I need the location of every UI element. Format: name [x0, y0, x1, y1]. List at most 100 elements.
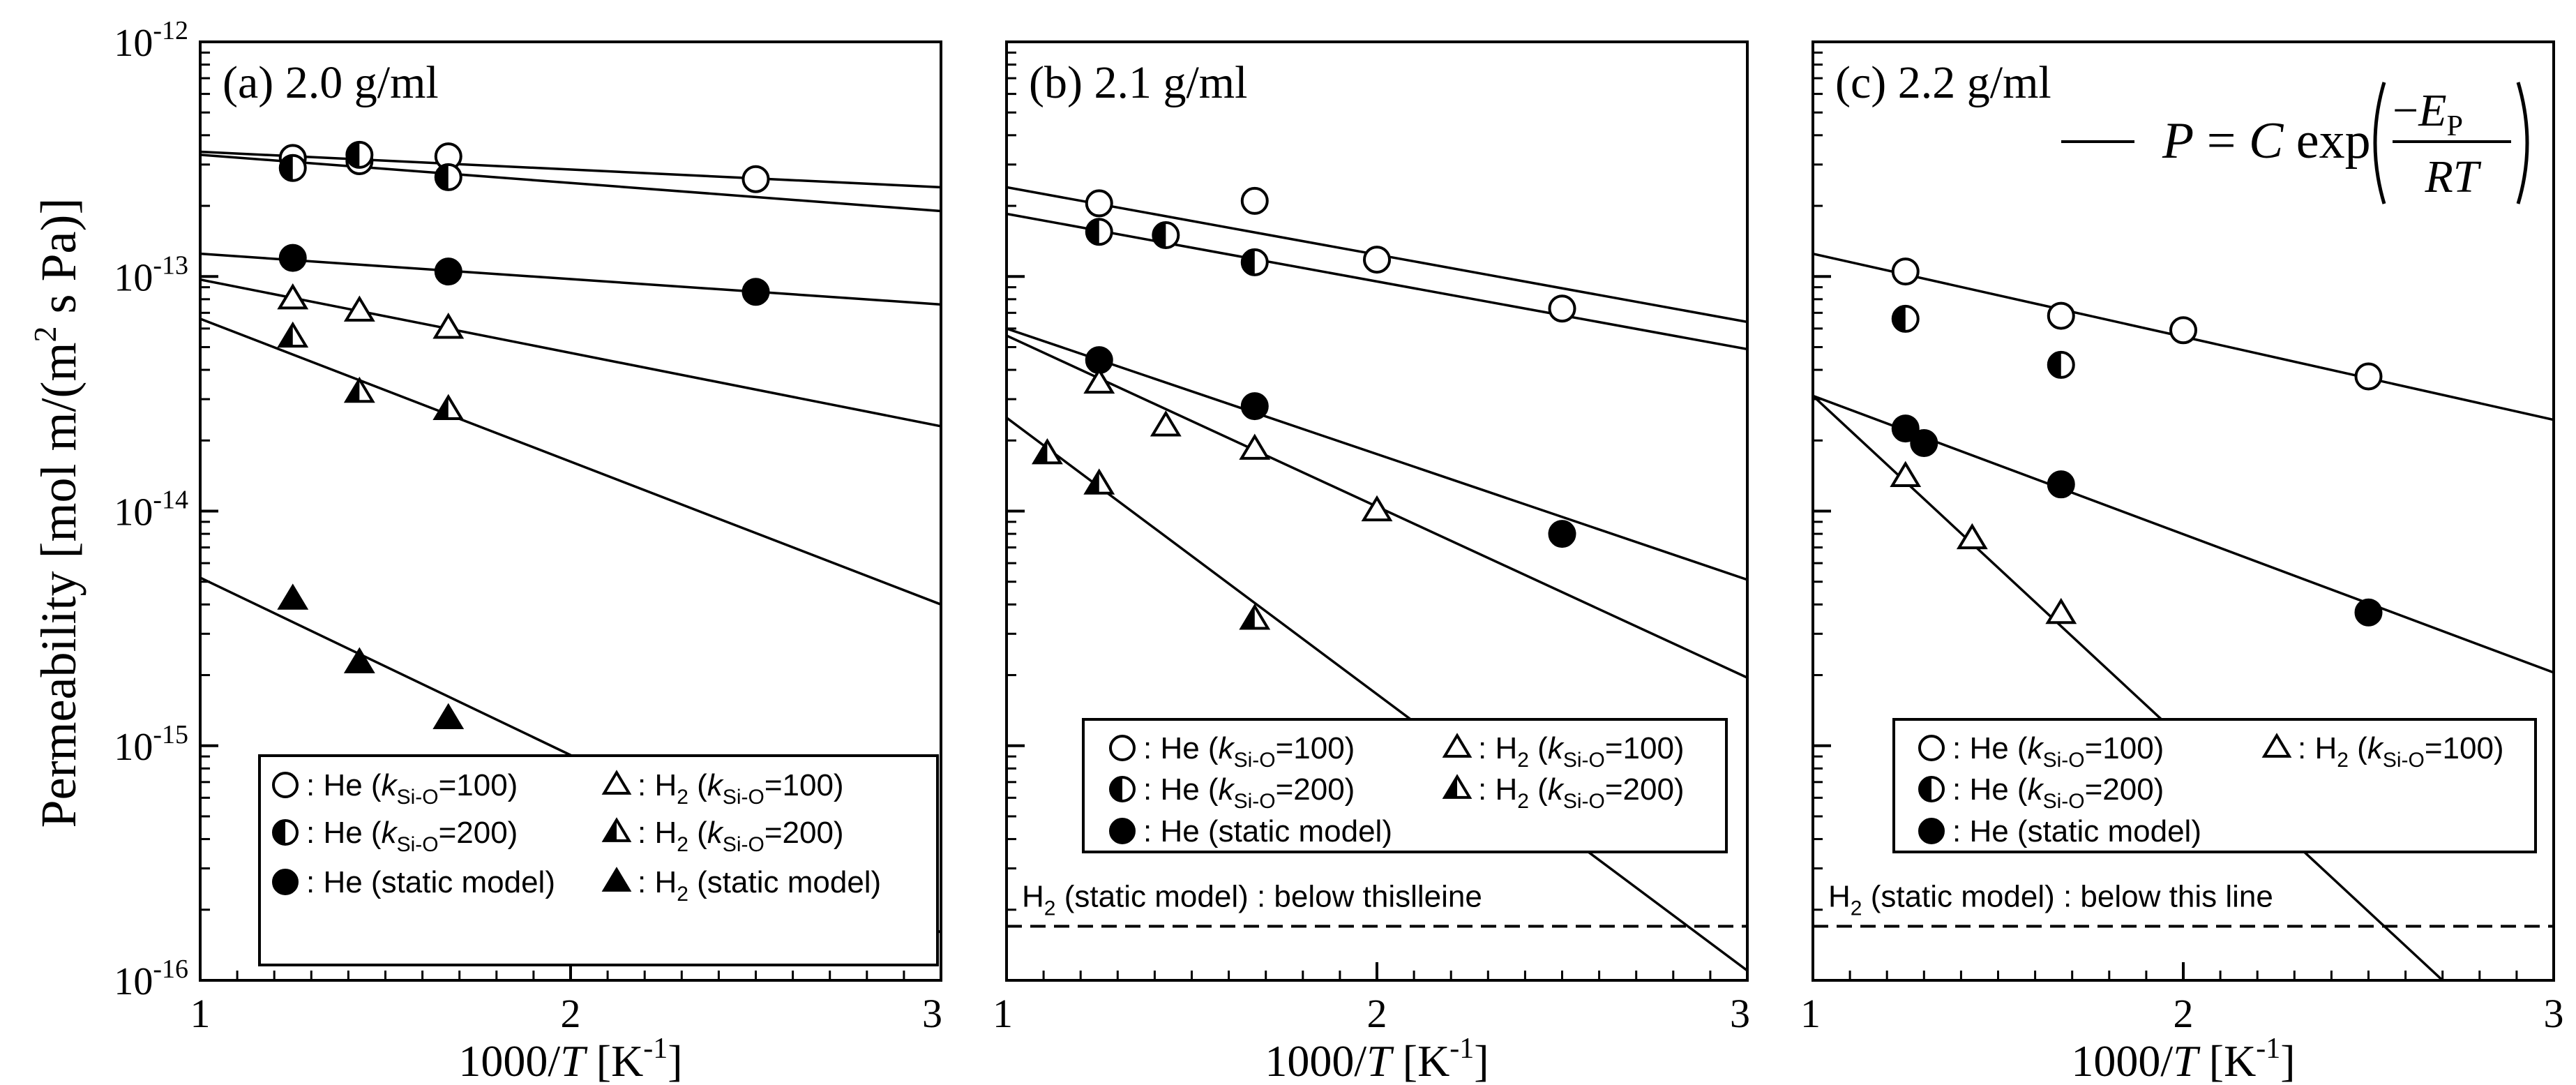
data-points: [1031, 186, 1576, 630]
marker-outline: [741, 278, 770, 306]
data-point-triangle-open: [1361, 495, 1393, 522]
data-point-circle-filled: [1891, 414, 1920, 443]
marker-outline: [272, 772, 299, 798]
data-point-circle-filled: [2047, 470, 2075, 499]
data-point-triangle-filled: [432, 703, 465, 730]
legend-label-text: =100): [439, 768, 518, 802]
y-tick-label: 10-13: [114, 250, 188, 299]
legend-marker-circle-half: [272, 819, 299, 846]
legend-label: : He (static model): [306, 865, 555, 899]
data-point-circle-half: [345, 140, 374, 169]
panel-title: (c) 2.2 g/ml: [1835, 57, 2051, 108]
data-point-circle-open: [1548, 294, 1576, 323]
legend-item: : H2 (kSi-O=100): [601, 768, 844, 809]
panel-title: (b) 2.1 g/ml: [1029, 57, 1247, 108]
legend-k-sub: Si-O: [1234, 790, 1276, 813]
legend-label-text: (: [1529, 731, 1548, 765]
legend-item: : He (static model): [1918, 814, 2201, 848]
legend-k: k: [2028, 772, 2044, 807]
x-tick-label: 2: [2174, 991, 2194, 1036]
legend-label-text: (: [1529, 772, 1548, 807]
y-tick-base: 10: [114, 491, 153, 534]
x-tick-label: 1: [190, 991, 211, 1036]
legend-label: : He (static model): [1952, 814, 2201, 848]
y-tick-exp: -13: [153, 250, 188, 280]
legend-k-sub: Si-O: [1563, 790, 1605, 813]
legend-label-text: : H: [638, 768, 677, 802]
legend-item: : H2 (static model): [601, 865, 881, 906]
legend-label-text: (static model): [688, 865, 881, 899]
legend-label: : H2 (kSi-O=200): [638, 816, 844, 856]
legend-label-text: =100): [1605, 731, 1685, 765]
legend-label-text: =200): [764, 816, 844, 850]
data-point-circle-filled: [1910, 428, 1938, 457]
y-tick-label: 10-14: [114, 486, 188, 534]
x-label-unit: [K: [2198, 1036, 2257, 1085]
legend-k: k: [2028, 731, 2044, 765]
legend-label: : He (kSi-O=100): [306, 768, 518, 809]
data-point-circle-open: [1085, 189, 1113, 218]
legend-label-text: : He (: [1143, 731, 1219, 765]
legend-label-text: : He (: [306, 816, 382, 850]
marker-half-fill: [604, 820, 617, 841]
marker-half-fill: [1241, 606, 1255, 629]
marker-half-fill: [280, 155, 293, 181]
y-tick-base: 10: [114, 22, 153, 65]
eq-func: exp: [2283, 112, 2370, 170]
legend-marker-circle-half: [1109, 776, 1136, 802]
marker-outline: [2354, 362, 2383, 391]
marker-half-fill: [1445, 777, 1457, 798]
x-label-end: ]: [2280, 1036, 2295, 1085]
legend-label-text: : He (static model): [1952, 814, 2201, 848]
legend-item: : H2 (kSi-O=100): [1442, 731, 1685, 772]
legend-label: : H2 (kSi-O=100): [2298, 731, 2504, 772]
legend-k: k: [707, 816, 724, 850]
marker-outline: [343, 295, 375, 322]
x-axis-label: 1000/T [K-1]: [2071, 1033, 2295, 1085]
data-point-triangle-open: [1239, 433, 1271, 460]
data-point-triangle-open: [1150, 410, 1182, 437]
legend-item: : H2 (kSi-O=100): [2261, 731, 2504, 772]
marker-outline: [1240, 392, 1269, 421]
legend-marker-triangle-half: [601, 817, 632, 842]
marker-outline: [2261, 733, 2292, 758]
y-tick-base: 10: [114, 256, 153, 299]
legend-k-sub: Si-O: [1234, 749, 1276, 772]
marker-half-fill: [1110, 777, 1122, 801]
legend-label: : He (kSi-O=100): [1952, 731, 2164, 772]
marker-half-fill: [1153, 223, 1166, 248]
legend-h2-sub: 2: [677, 883, 688, 906]
legend-marker-triangle-filled: [601, 867, 632, 892]
eq-coef: C: [2249, 112, 2284, 170]
data-point-triangle-half: [1083, 468, 1115, 495]
fit-line: [1813, 394, 2443, 980]
legend-label-text: (: [688, 816, 707, 850]
legend-k: k: [382, 768, 398, 802]
data-point-circle-half: [1891, 304, 1920, 333]
x-label-var: T: [1366, 1036, 1394, 1085]
legend-marker-triangle-open: [1442, 733, 1472, 758]
legend: : He (kSi-O=100) : H2 (kSi-O=100) : He (…: [1082, 718, 1728, 853]
x-label-sup: -1: [643, 1033, 668, 1065]
marker-outline: [601, 867, 632, 892]
legend-marker-circle-half: [1918, 776, 1945, 802]
legend-label: : H2 (kSi-O=100): [1478, 731, 1685, 772]
legend-marker-circle-open: [1918, 735, 1945, 761]
legend-label-text: : H: [2298, 731, 2337, 765]
marker-outline: [1240, 186, 1269, 215]
fit-line: [1007, 417, 1747, 972]
legend-h2-sub: 2: [1517, 749, 1529, 772]
legend-marker-circle-filled: [1918, 818, 1945, 844]
marker-outline: [1150, 410, 1182, 437]
legend-h2-sub: 2: [677, 833, 688, 856]
marker-outline: [277, 283, 309, 310]
legend-label-text: =200): [1276, 772, 1355, 807]
legend-label-text: =200): [1605, 772, 1685, 807]
marker-outline: [272, 869, 299, 895]
y-axis-label: Permeability [mol m/(m2 s Pa)]: [27, 198, 86, 828]
legend-label-text: =100): [1276, 731, 1355, 765]
legend-h2-sub: 2: [1517, 790, 1529, 813]
legend-h2-sub: 2: [677, 786, 688, 809]
y-tick-exp: -14: [153, 486, 188, 515]
